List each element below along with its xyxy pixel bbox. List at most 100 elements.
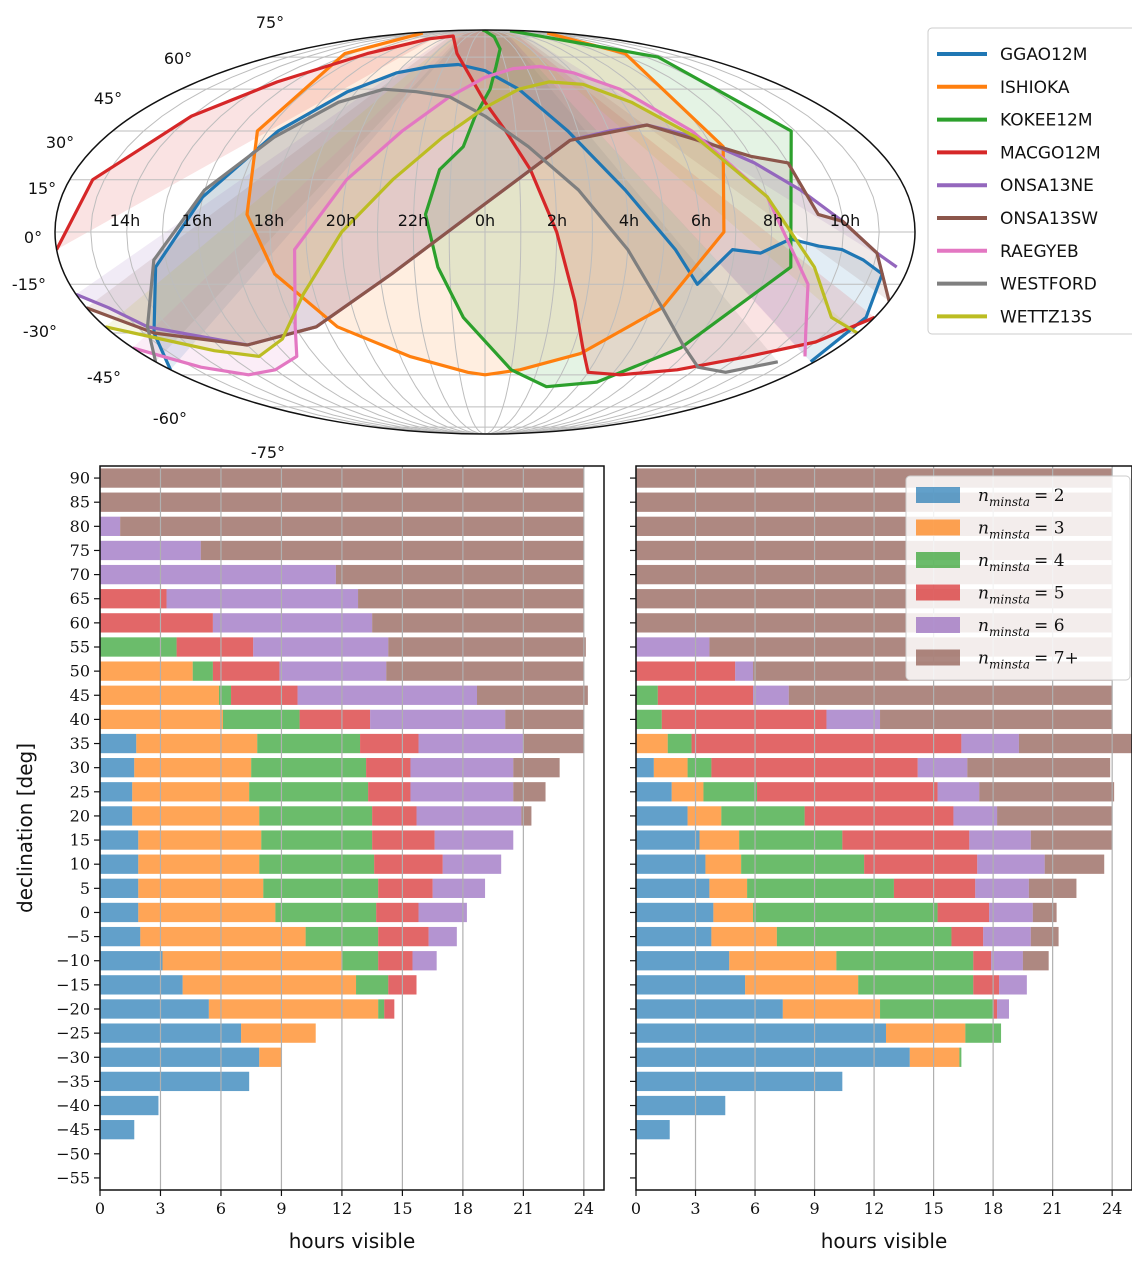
horizon-line-wettz13s <box>104 80 859 358</box>
x-tick-label: 21 <box>1042 1199 1062 1218</box>
legend-label: nminsta = 5 <box>978 584 1065 607</box>
bar-segment <box>636 926 712 947</box>
station-legend-frame <box>927 27 1132 335</box>
bar-segment <box>505 709 584 730</box>
bar-segment <box>937 782 980 802</box>
ra-tick-label: 14h <box>110 211 141 230</box>
bar-segment <box>513 782 546 802</box>
ra-grid-line <box>484 30 809 434</box>
bar-segment <box>953 806 998 826</box>
bar-segment <box>251 758 367 778</box>
station-legend: GGAO12M ISHIOKA KOKEE12M MACGO12M ONSA13NE ON… <box>927 27 1132 335</box>
bar-segment <box>138 902 276 923</box>
legend-label-macgo12m: MACGO12M <box>1000 143 1101 163</box>
ra-grid-line <box>484 30 701 434</box>
bar-segment <box>372 830 435 850</box>
legend-label: nminsta = 2 <box>978 486 1065 509</box>
y-tick-label: 80 <box>70 517 90 536</box>
bar-segment <box>705 854 742 874</box>
bar-segment <box>661 709 827 730</box>
x-tick-label: 15 <box>923 1199 943 1218</box>
bar-segment <box>636 902 714 923</box>
bar-segment <box>782 999 881 1019</box>
y-tick-label: 60 <box>70 613 90 632</box>
y-tick-label: −25 <box>56 1024 90 1043</box>
bar-segment <box>753 902 938 923</box>
y-tick-label: −20 <box>56 1000 90 1019</box>
bar-segment <box>804 806 954 826</box>
bar-segment <box>864 854 978 874</box>
legend-swatch <box>916 519 960 536</box>
bar-segment <box>757 782 938 802</box>
y-tick-label: 40 <box>70 710 90 729</box>
bar-segment <box>132 806 260 826</box>
bar-segment <box>376 902 419 923</box>
legend-swatch <box>916 649 960 666</box>
bar-segment <box>222 709 300 730</box>
bar-segment <box>636 733 668 754</box>
horizon-line-kokee12m <box>423 30 793 389</box>
bar-segment <box>259 1047 282 1067</box>
dec-tick-label: -30° <box>23 322 57 341</box>
bar-segment <box>885 1023 966 1043</box>
legend-label: nminsta = 6 <box>978 616 1065 639</box>
bar-segment <box>961 733 1019 754</box>
legend-label-onsa13sw: ONSA13SW <box>1000 209 1098 229</box>
bar-segment <box>212 661 280 681</box>
visibility-fill-kokee12m <box>425 30 792 387</box>
bar-segment <box>374 854 443 874</box>
bar-segment <box>378 999 385 1019</box>
horizon-line-ishioka <box>245 31 726 377</box>
bar-segment <box>997 999 1009 1019</box>
bar-segment <box>212 613 373 633</box>
bar-segment <box>370 709 506 730</box>
bar-segment <box>428 926 457 947</box>
bar-segment <box>100 926 141 947</box>
ra-grid-line <box>161 30 486 434</box>
bar-segment <box>442 854 502 874</box>
bar-segment <box>100 782 133 802</box>
bar-segment <box>410 758 514 778</box>
bar-segment <box>657 685 754 705</box>
y-tick-label: −15 <box>56 975 90 994</box>
bar-segment <box>776 926 952 947</box>
bar-segment <box>100 516 121 536</box>
y-tick-label: 35 <box>70 734 90 753</box>
bar-segment <box>410 782 514 802</box>
horizon-line-westford <box>145 87 779 374</box>
bar-segment <box>100 854 139 874</box>
plot-area <box>100 466 604 1190</box>
bar-segment <box>360 733 419 754</box>
x-tick-label: 6 <box>216 1199 226 1218</box>
horizon-line-macgo12m <box>55 34 876 377</box>
bar-segment <box>711 926 777 947</box>
bar-segment <box>999 975 1027 995</box>
ra-grid-line <box>126 30 486 434</box>
bar-segment <box>249 782 369 802</box>
x-tick-label: 24 <box>574 1199 594 1218</box>
y-axis-label: declination [deg] <box>13 743 37 913</box>
bar-segment <box>100 637 177 657</box>
bar-segment <box>412 951 437 971</box>
bar-segment <box>378 951 413 971</box>
y-tick-label: 15 <box>70 831 90 850</box>
dec-tick-label: 30° <box>46 133 74 152</box>
dec-tick-label: -15° <box>12 275 46 294</box>
bar-segment <box>636 1095 726 1116</box>
bar-segment <box>709 878 748 898</box>
dec-tick-label: 0° <box>24 228 42 247</box>
legend-swatch <box>916 552 960 568</box>
bar-segment <box>523 733 584 754</box>
bar-segment <box>257 733 361 754</box>
bar-segment <box>721 806 805 826</box>
bar-segment <box>100 1095 159 1116</box>
bar-segment <box>100 1047 260 1067</box>
bar-segment <box>967 758 1111 778</box>
bar-segment <box>937 902 990 923</box>
visibility-fill-westford <box>147 30 778 373</box>
legend-label: nminsta = 7+ <box>978 649 1079 672</box>
y-tick-label: −55 <box>56 1168 90 1187</box>
bar-segment <box>378 926 429 947</box>
bar-segment <box>100 661 193 681</box>
